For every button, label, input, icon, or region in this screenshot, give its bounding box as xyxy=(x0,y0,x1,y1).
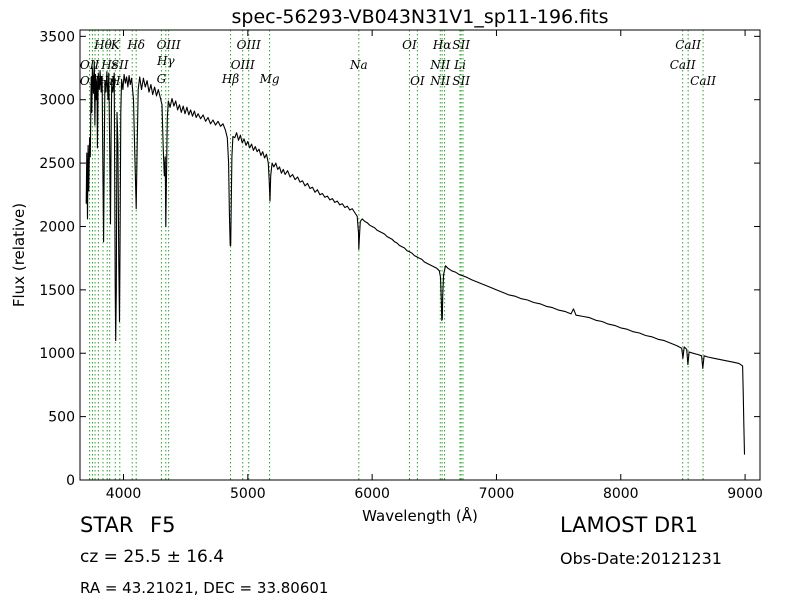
spectral-line-label: OIII xyxy=(237,38,261,52)
spectral-line-labels: OIIOIIHθHηHεKHSIIHδGHγOIIIHβOIIIOIIIMgNa… xyxy=(80,38,716,88)
redshift-cz: cz = 25.5 ± 16.4 xyxy=(80,547,225,567)
y-tick-label: 0 xyxy=(66,473,75,489)
x-tick-label: 6000 xyxy=(354,486,390,502)
spectral-line-label: NII xyxy=(429,58,450,72)
survey-name: LAMOST DR1 xyxy=(560,513,699,537)
observation-date: Obs-Date:20121231 xyxy=(560,549,722,568)
spectral-line-label: OI xyxy=(410,74,425,88)
y-tick-label: 1000 xyxy=(39,346,75,362)
x-tick-label: 9000 xyxy=(727,486,763,502)
spectral-line-label: Mg xyxy=(259,72,280,86)
spectral-line-label: OIII xyxy=(157,38,181,52)
object-subclass: F5 xyxy=(150,513,176,537)
spectral-line-markers xyxy=(89,30,704,480)
spectral-line-label: CaII xyxy=(670,58,696,72)
chart-title: spec-56293-VB043N31V1_sp11-196.fits xyxy=(231,6,609,28)
spectral-line-label: Na xyxy=(349,58,368,72)
y-tick-label: 2000 xyxy=(39,219,75,235)
plot-frame xyxy=(79,29,761,481)
x-tick-label: 8000 xyxy=(603,486,639,502)
y-tick-label: 500 xyxy=(48,410,75,426)
spectral-line-label: Hγ xyxy=(156,54,175,68)
spectral-line-label: SII xyxy=(452,74,470,88)
object-class: STAR xyxy=(80,513,134,537)
spectral-line-label: CaII xyxy=(675,38,701,52)
spectral-line-label: Hε xyxy=(100,58,118,72)
spectral-line-label: Hθ xyxy=(93,38,112,52)
x-tick-label: 5000 xyxy=(230,486,266,502)
spectral-line-label: CaII xyxy=(690,74,716,88)
y-tick-label: 3000 xyxy=(39,93,75,109)
coordinates-ra-dec: RA = 43.21021, DEC = 33.80601 xyxy=(80,579,329,597)
y-axis-label: Flux (relative) xyxy=(10,203,28,307)
y-tick-label: 3500 xyxy=(39,29,75,45)
spectral-line-label: Hβ xyxy=(221,72,239,86)
spectral-line-label: Hα xyxy=(432,38,452,52)
y-tick-label: 1500 xyxy=(39,283,75,299)
spectral-line-label: OII xyxy=(80,58,100,72)
spectral-line-label: K xyxy=(110,38,121,52)
spectral-line-label: H xyxy=(109,74,121,88)
spectral-line-label: Hδ xyxy=(126,38,145,52)
spectral-line-label: Li xyxy=(453,58,466,72)
spectral-line-label: G xyxy=(157,72,167,86)
spectral-line-label: NII xyxy=(429,74,450,88)
y-tick-label: 2500 xyxy=(39,156,75,172)
axis-ticks: 4000 5000 6000 7000 8000 9000 0 500 1000 1500 2000… xyxy=(39,29,763,502)
spectral-line-label: OIII xyxy=(231,58,255,72)
spectral-line-label: SII xyxy=(452,38,470,52)
spectrum-series-line xyxy=(85,61,746,455)
x-axis-label: Wavelength (Å) xyxy=(362,506,478,525)
x-tick-label: 7000 xyxy=(479,486,515,502)
x-tick-label: 4000 xyxy=(106,486,142,502)
spectral-line-label: OI xyxy=(402,38,417,52)
spectral-line-label: SII xyxy=(111,58,129,72)
